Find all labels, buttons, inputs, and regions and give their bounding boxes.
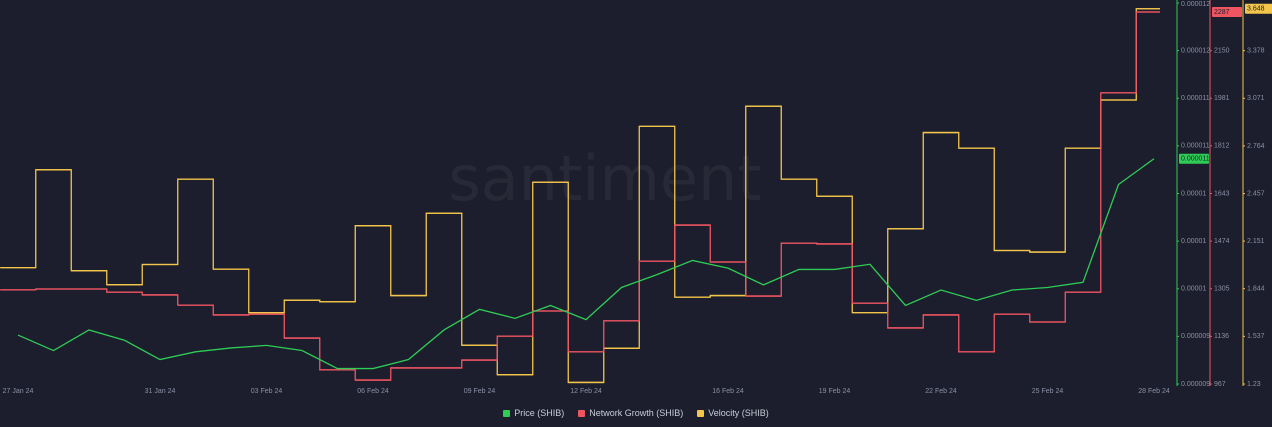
- y-tick-label: 0.00001: [1181, 190, 1206, 197]
- x-tick-label: 03 Feb 24: [251, 388, 283, 395]
- y-tick-label: 0.00001: [1181, 286, 1206, 293]
- current-value-box: [1245, 3, 1272, 14]
- x-tick-label: 09 Feb 24: [464, 388, 496, 395]
- y-tick-label: 0.000011: [1181, 143, 1210, 150]
- x-tick-label: 31 Jan 24: [145, 388, 176, 395]
- x-tick-label: 16 Feb 24: [712, 388, 744, 395]
- y-tick-label: 1.844: [1247, 286, 1265, 293]
- y-tick-label: 1812: [1214, 143, 1230, 150]
- y-tick-label: 0.000012: [1181, 47, 1210, 54]
- current-value-box: [1179, 153, 1209, 164]
- y-tick-label: 2.151: [1247, 238, 1265, 245]
- legend-item[interactable]: Price (SHIB): [503, 408, 564, 418]
- legend-label: Network Growth (SHIB): [589, 408, 684, 418]
- legend-item[interactable]: Velocity (SHIB): [697, 408, 769, 418]
- legend-swatch: [503, 409, 511, 417]
- x-tick-label: 12 Feb 24: [570, 388, 602, 395]
- y-tick-label: 2.457: [1247, 190, 1265, 197]
- step-connector: [0, 8, 1160, 384]
- y-tick-label: 1.23: [1247, 381, 1261, 388]
- legend-swatch: [578, 409, 586, 417]
- y-tick-label: 1981: [1214, 95, 1230, 102]
- step-connector: [0, 11, 1160, 381]
- plot: [0, 8, 1160, 384]
- current-value-label: 2287: [1214, 9, 1230, 16]
- x-tick-label: 25 Feb 24: [1032, 388, 1064, 395]
- x-tick-label: 28 Feb 24: [1138, 388, 1170, 395]
- y-tick-label: 967: [1214, 381, 1226, 388]
- y-tick-label: 3.378: [1247, 47, 1265, 54]
- y-tick-label: 0.000009: [1181, 333, 1210, 340]
- current-value-label: 3.648: [1247, 6, 1265, 13]
- y-tick-label: 2.764: [1247, 143, 1265, 150]
- y-tick-label: 1643: [1214, 190, 1230, 197]
- y-tick-label: 0.00001: [1181, 238, 1206, 245]
- x-tick-label: 19 Feb 24: [819, 388, 851, 395]
- x-tick-label: 06 Feb 24: [357, 388, 389, 395]
- chart: santiment 0.000009 0.000009 0.00001 0.00001…: [0, 0, 1272, 395]
- current-value-label: 0.000011: [1181, 156, 1210, 163]
- watermark: santiment: [448, 142, 761, 215]
- y-tick-label: 1305: [1214, 286, 1230, 293]
- legend: Price (SHIB) Network Growth (SHIB) Velocit…: [0, 405, 1272, 421]
- y-tick-label: 0.000009: [1181, 381, 1210, 388]
- y-tick-label: 1136: [1214, 333, 1229, 340]
- y-tick-label: 3.071: [1247, 95, 1265, 102]
- y-tick-label: 1474: [1214, 238, 1230, 245]
- y-tick-label: 0.000011: [1181, 95, 1210, 102]
- y-tick-label: 2150: [1214, 47, 1230, 54]
- x-tick-label: 22 Feb 24: [925, 388, 957, 395]
- price-line: [17, 158, 1155, 370]
- y-tick-label: 1.537: [1247, 333, 1265, 340]
- legend-label: Velocity (SHIB): [708, 408, 769, 418]
- current-value-box: [1212, 7, 1242, 18]
- legend-swatch: [697, 409, 705, 417]
- legend-item[interactable]: Network Growth (SHIB): [578, 408, 683, 418]
- x-tick-label: 27 Jan 24: [3, 388, 34, 395]
- legend-label: Price (SHIB): [514, 408, 565, 418]
- y-tick-label: 0.000012: [1181, 1, 1210, 8]
